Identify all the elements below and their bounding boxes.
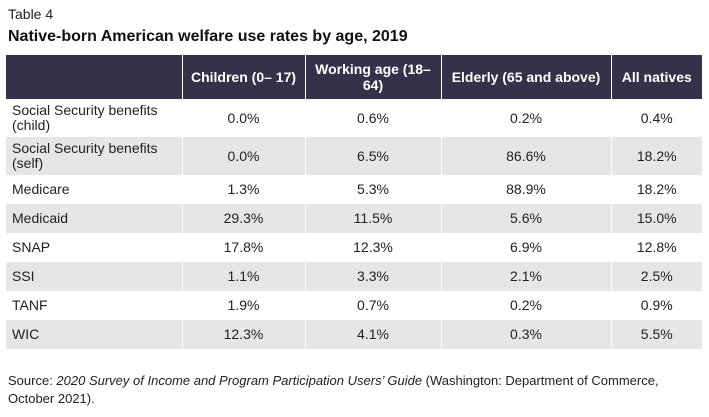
cell-children: 0.0% <box>181 99 305 137</box>
cell-working-age: 5.3% <box>304 175 441 204</box>
welfare-table: Children (0– 17) Working age (18–64) Eld… <box>6 55 702 349</box>
table-title: Native-born American welfare use rates b… <box>8 28 408 45</box>
source-suffix: (Washington: Department of Commerce, Oct… <box>8 373 659 406</box>
row-label: SSI <box>6 262 182 291</box>
row-label: Social Security benefits (self) <box>6 137 182 175</box>
cell-all-natives: 15.0% <box>610 204 702 233</box>
cell-elderly: 88.9% <box>440 175 611 204</box>
cell-children: 1.3% <box>181 175 305 204</box>
row-label: TANF <box>6 291 182 320</box>
cell-children: 17.8% <box>181 233 305 262</box>
cell-children: 0.0% <box>181 137 305 175</box>
cell-elderly: 0.3% <box>440 320 611 349</box>
table-header: Children (0– 17) Working age (18–64) Eld… <box>6 55 702 99</box>
table-row: Social Security benefits (child) 0.0% 0.… <box>6 99 702 137</box>
header-row: Children (0– 17) Working age (18–64) Eld… <box>6 55 702 99</box>
cell-elderly: 6.9% <box>440 233 611 262</box>
header-cell-children: Children (0– 17) <box>181 55 305 99</box>
row-label: Medicaid <box>6 204 182 233</box>
cell-all-natives: 5.5% <box>610 320 702 349</box>
cell-all-natives: 0.4% <box>610 99 702 137</box>
cell-working-age: 6.5% <box>304 137 441 175</box>
table-row: SNAP 17.8% 12.3% 6.9% 12.8% <box>6 233 702 262</box>
table-row: Social Security benefits (self) 0.0% 6.5… <box>6 137 702 175</box>
table-body: Social Security benefits (child) 0.0% 0.… <box>6 99 702 349</box>
cell-elderly: 5.6% <box>440 204 611 233</box>
table-row: WIC 12.3% 4.1% 0.3% 5.5% <box>6 320 702 349</box>
cell-working-age: 0.7% <box>304 291 441 320</box>
table-row: SSI 1.1% 3.3% 2.1% 2.5% <box>6 262 702 291</box>
cell-all-natives: 18.2% <box>610 137 702 175</box>
cell-all-natives: 12.8% <box>610 233 702 262</box>
cell-elderly: 0.2% <box>440 291 611 320</box>
cell-all-natives: 0.9% <box>610 291 702 320</box>
header-cell-working-age: Working age (18–64) <box>304 55 441 99</box>
cell-children: 1.1% <box>181 262 305 291</box>
source-note: Source: 2020 Survey of Income and Progra… <box>8 372 700 408</box>
header-cell-elderly: Elderly (65 and above) <box>440 55 611 99</box>
table-label: Table 4 <box>8 6 54 22</box>
cell-all-natives: 18.2% <box>610 175 702 204</box>
header-cell-all-natives: All natives <box>610 55 702 99</box>
table-row: Medicaid 29.3% 11.5% 5.6% 15.0% <box>6 204 702 233</box>
cell-children: 12.3% <box>181 320 305 349</box>
cell-children: 1.9% <box>181 291 305 320</box>
row-label: Social Security benefits (child) <box>6 99 182 137</box>
table-row: Medicare 1.3% 5.3% 88.9% 18.2% <box>6 175 702 204</box>
cell-elderly: 0.2% <box>440 99 611 137</box>
cell-elderly: 86.6% <box>440 137 611 175</box>
row-label: SNAP <box>6 233 182 262</box>
header-cell-program <box>6 55 182 99</box>
cell-working-age: 3.3% <box>304 262 441 291</box>
source-prefix: Source: <box>8 373 57 388</box>
cell-all-natives: 2.5% <box>610 262 702 291</box>
source-work-title: 2020 Survey of Income and Program Partic… <box>56 373 423 388</box>
cell-working-age: 4.1% <box>304 320 441 349</box>
row-label: Medicare <box>6 175 182 204</box>
cell-working-age: 0.6% <box>304 99 441 137</box>
cell-working-age: 11.5% <box>304 204 441 233</box>
cell-working-age: 12.3% <box>304 233 441 262</box>
cell-children: 29.3% <box>181 204 305 233</box>
row-label: WIC <box>6 320 182 349</box>
cell-elderly: 2.1% <box>440 262 611 291</box>
table-row: TANF 1.9% 0.7% 0.2% 0.9% <box>6 291 702 320</box>
